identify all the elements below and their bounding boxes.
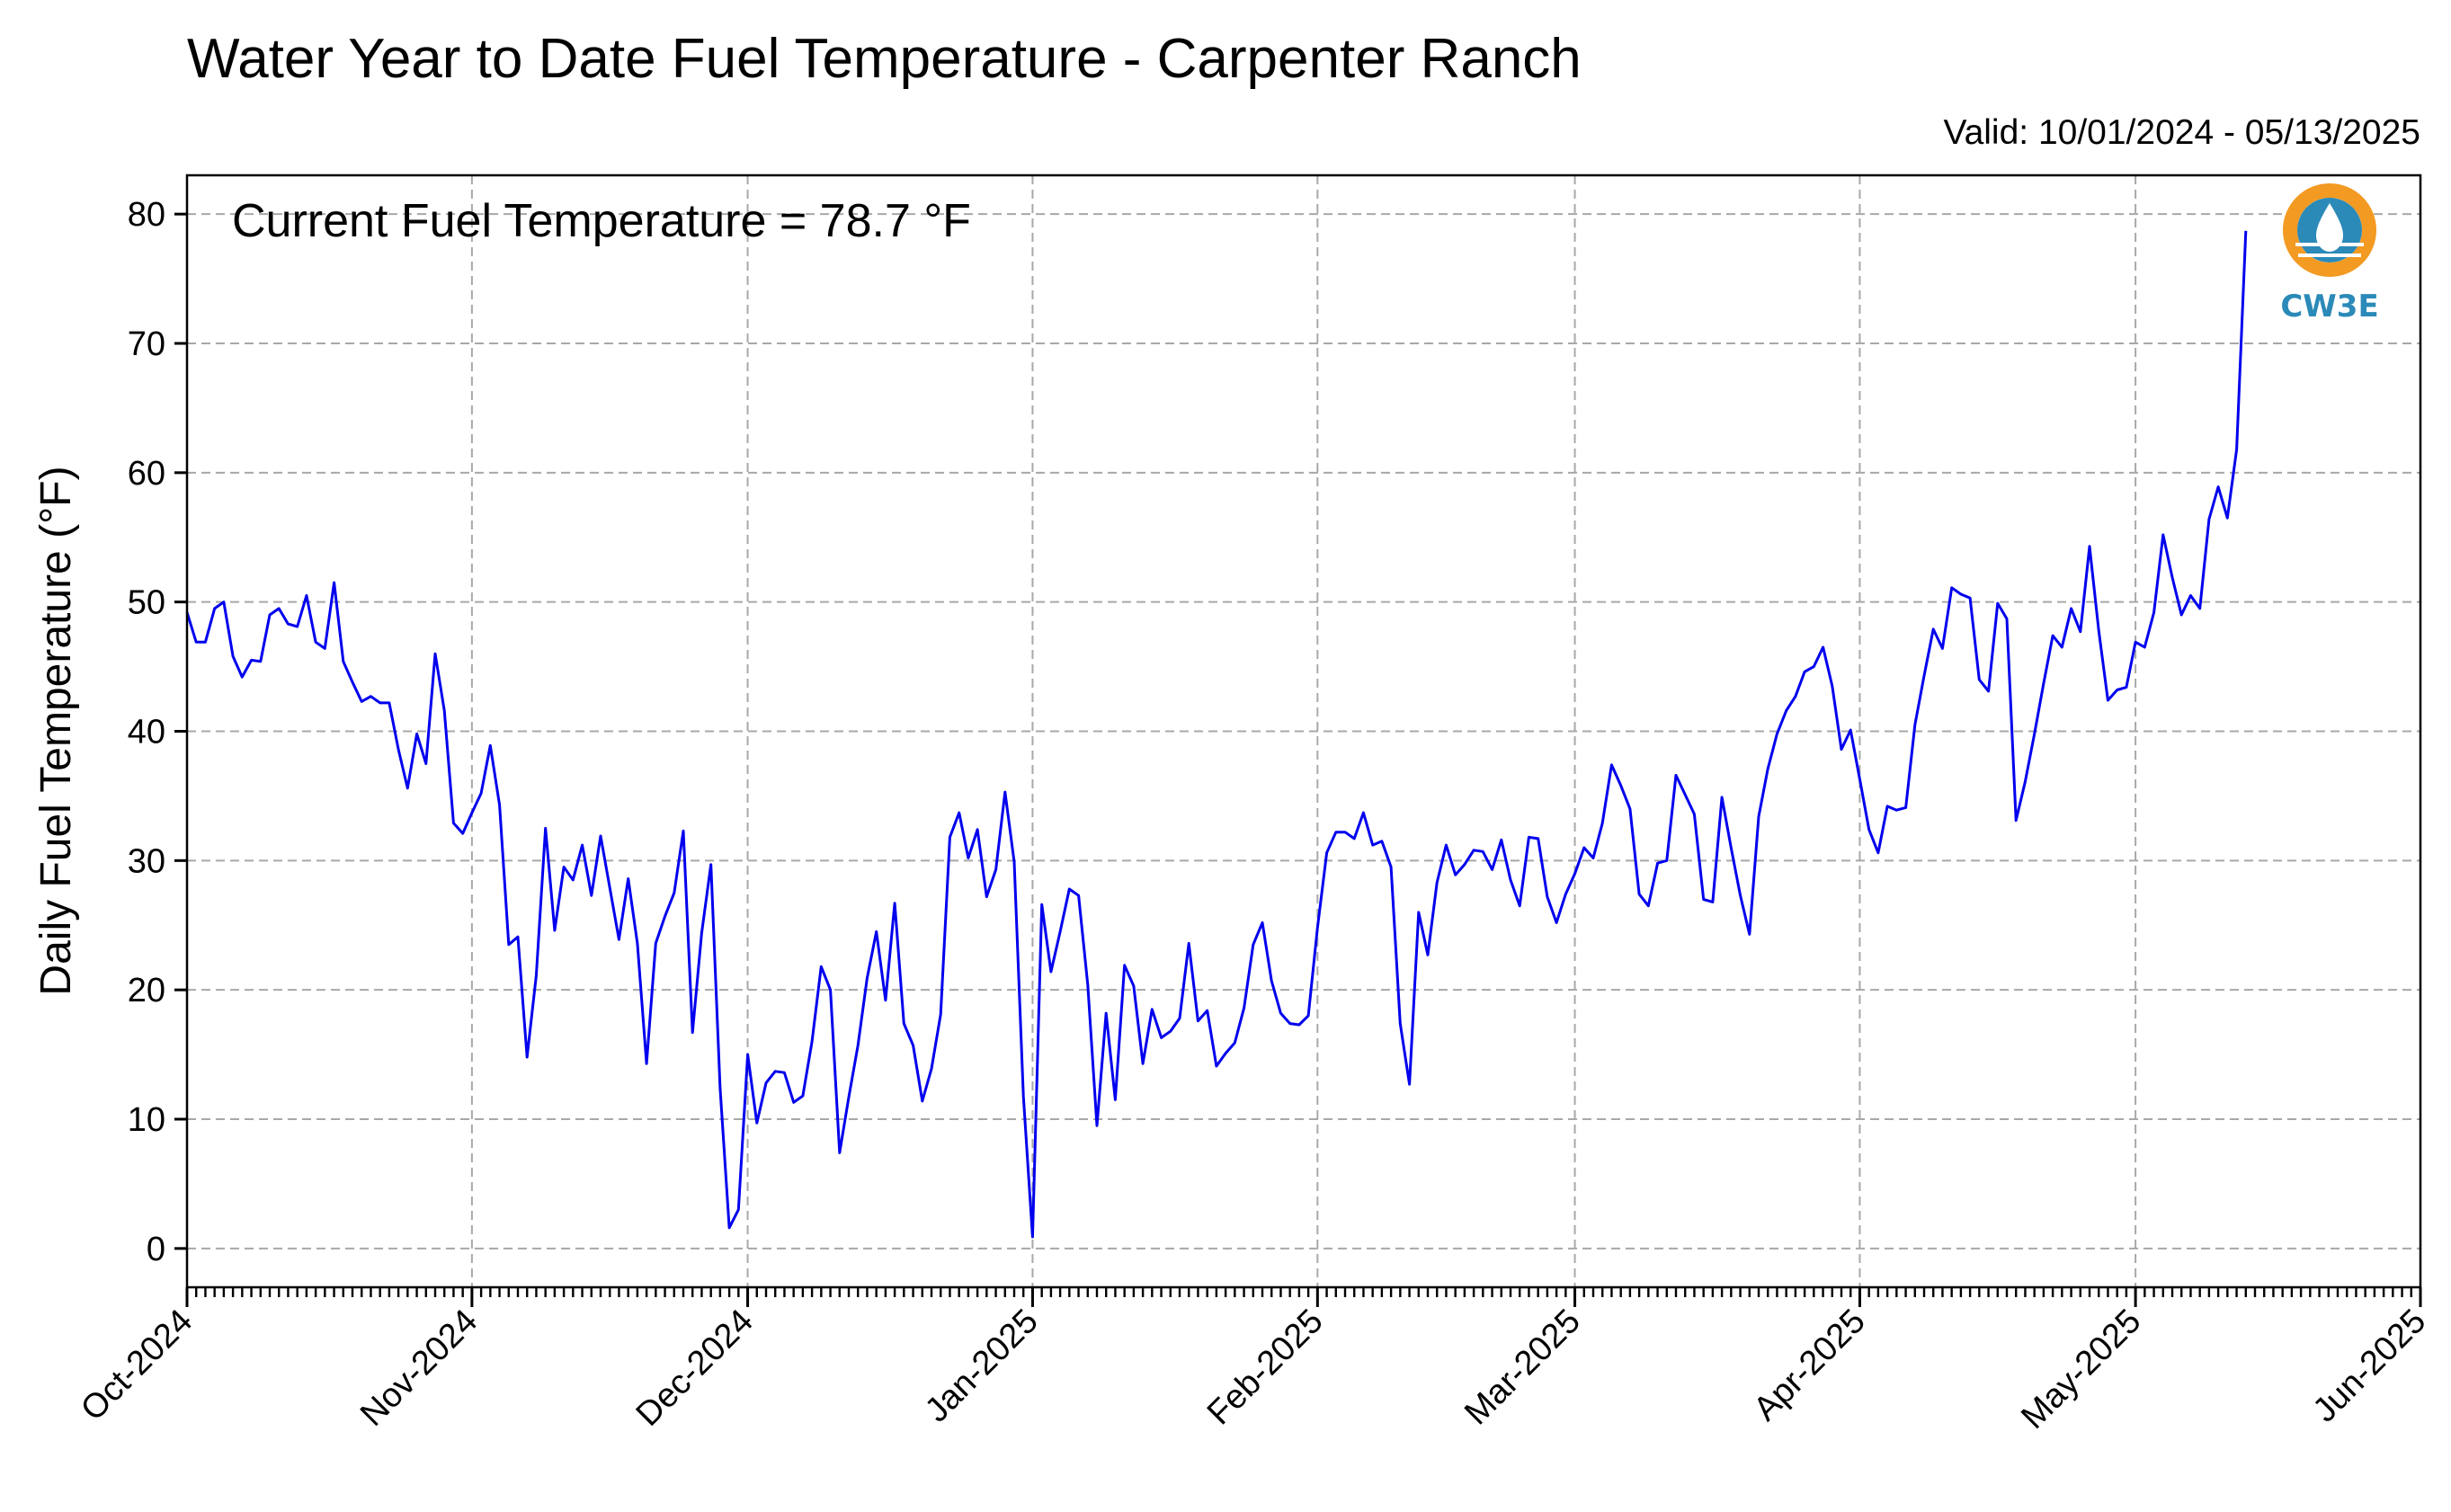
- y-tick-label: 40: [128, 714, 165, 752]
- x-tick-label: Mar-2025: [1457, 1303, 1588, 1433]
- water-drop-icon: [2316, 203, 2343, 252]
- x-tick-label: May-2025: [2014, 1303, 2148, 1436]
- y-tick-label: 10: [128, 1101, 165, 1139]
- y-axis-label: Daily Fuel Temperature (°F): [32, 466, 80, 995]
- logo-waves-icon: [2295, 243, 2364, 257]
- y-tick-label: 70: [128, 325, 165, 363]
- logo-text: CW3E: [2280, 289, 2378, 325]
- x-tick-label: Dec-2024: [629, 1303, 761, 1434]
- x-tick-label: Jun-2025: [2306, 1303, 2434, 1430]
- y-tick-label: 30: [128, 842, 165, 880]
- plot-frame: [185, 173, 2422, 1289]
- current-temperature-annotation: Current Fuel Temperature = 78.7 °F: [232, 195, 971, 247]
- y-tick-label: 0: [147, 1231, 165, 1268]
- y-axis: 0 10 20 30 40 50 60 70 80: [128, 196, 187, 1268]
- x-tick-label: Oct-2024: [74, 1303, 200, 1428]
- y-tick-label: 60: [128, 455, 165, 493]
- x-axis: Oct-2024 Nov-2024 Dec-2024 Jan-2025 Feb-2025…: [74, 1287, 2433, 1436]
- cw3e-logo: CW3E: [2280, 183, 2379, 325]
- y-tick-label: 50: [128, 584, 165, 622]
- grid-lines: [187, 175, 2420, 1287]
- x-tick-label: Jan-2025: [918, 1303, 1046, 1430]
- valid-date-range: Valid: 10/01/2024 - 05/13/2025: [1943, 113, 2420, 152]
- x-tick-label: Nov-2024: [353, 1303, 485, 1434]
- x-tick-label: Apr-2025: [1747, 1303, 1873, 1428]
- series-layer: [185, 230, 2248, 1239]
- x-tick-label: Feb-2025: [1200, 1303, 1331, 1433]
- chart-title: Water Year to Date Fuel Temperature - Ca…: [187, 28, 1582, 90]
- y-tick-label: 80: [128, 196, 165, 234]
- fuel-temperature-line: [185, 230, 2248, 1239]
- y-tick-label: 20: [128, 972, 165, 1009]
- logo-ring-icon: [2283, 183, 2376, 277]
